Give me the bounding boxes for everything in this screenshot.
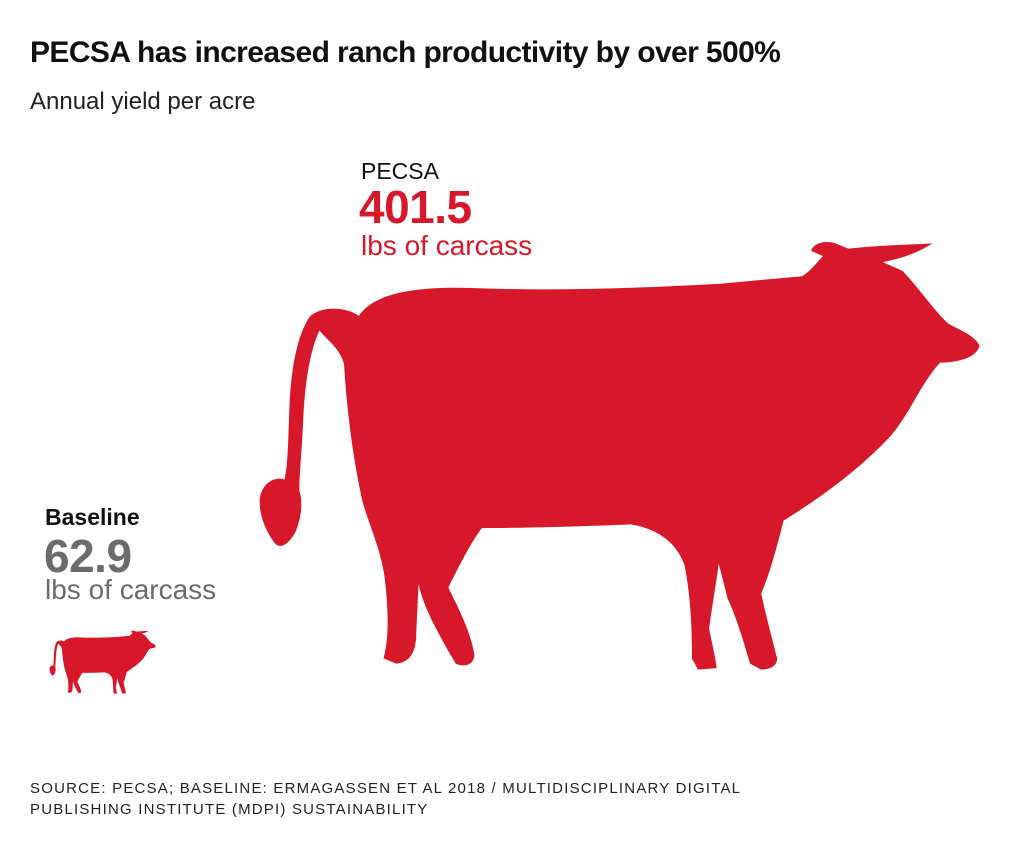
cow-silhouette <box>259 241 980 670</box>
chart-subtitle: Annual yield per acre <box>30 88 256 115</box>
pecsa-label: PECSA <box>361 158 439 184</box>
baseline-value: 62.9 <box>44 530 132 582</box>
source-note: SOURCE: PECSA; BASELINE: ERMAGASSEN ET A… <box>30 778 741 820</box>
pecsa-unit: lbs of carcass <box>361 230 533 261</box>
source-line-1: SOURCE: PECSA; BASELINE: ERMAGASSEN ET A… <box>30 780 742 797</box>
cow-silhouette <box>49 630 156 694</box>
chart-title: PECSA has increased ranch productivity b… <box>30 36 781 69</box>
source-line-2: PUBLISHING INSTITUTE (MDPI) SUSTAINABILI… <box>30 801 429 818</box>
baseline-cow-icon <box>49 630 156 694</box>
pecsa-cow-icon <box>259 241 980 670</box>
baseline-unit: lbs of carcass <box>45 574 217 605</box>
pecsa-value: 401.5 <box>359 181 472 233</box>
baseline-label: Baseline <box>45 504 140 530</box>
